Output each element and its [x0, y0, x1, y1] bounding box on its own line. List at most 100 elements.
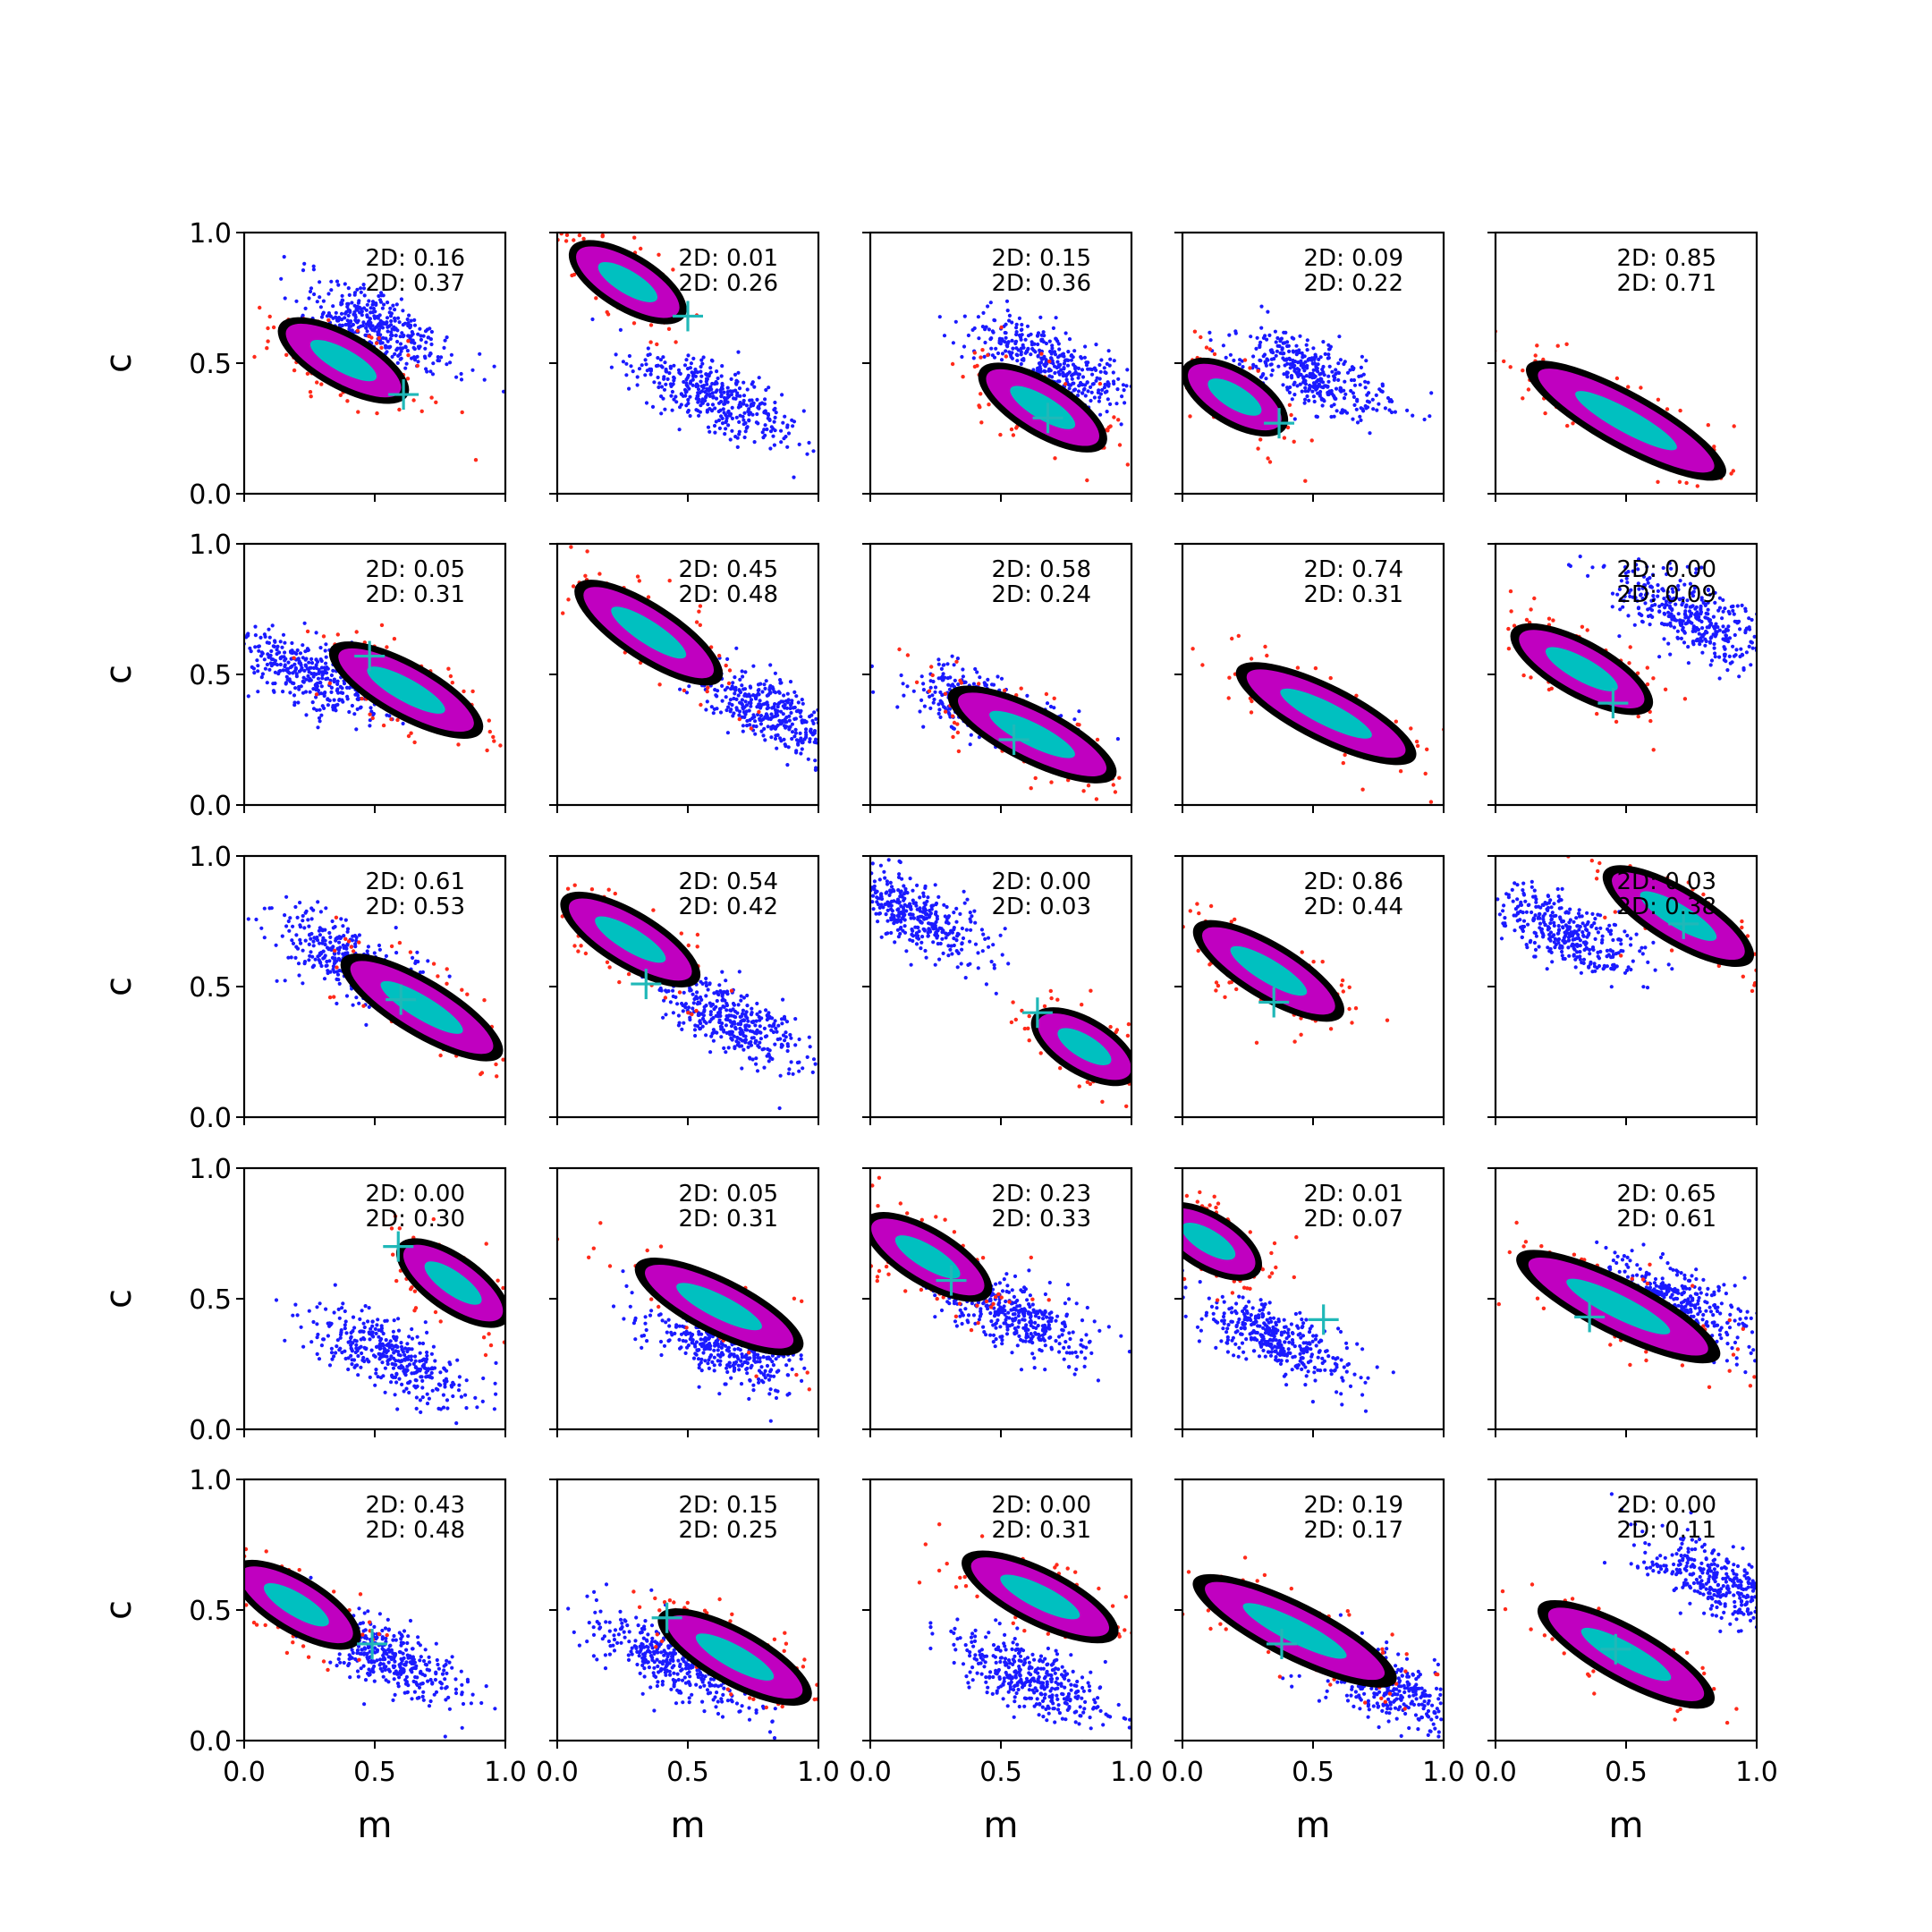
- comparison-points-point: [1276, 364, 1281, 369]
- y-axis-label: c: [98, 353, 140, 373]
- comparison-points-point: [723, 402, 727, 406]
- y-tick-label: 1.0: [189, 842, 232, 873]
- comparison-points-point: [355, 707, 360, 712]
- comparison-points-point: [780, 393, 784, 397]
- comparison-points-point: [1269, 350, 1274, 354]
- comparison-points-point: [1292, 336, 1296, 341]
- comparison-points-point: [968, 742, 972, 747]
- comparison-points-point: [643, 373, 648, 377]
- comparison-points-point: [1281, 356, 1285, 360]
- comparison-points-point: [335, 687, 340, 691]
- comparison-points-point: [699, 364, 703, 369]
- comparison-points-point: [1043, 369, 1047, 374]
- comparison-points-point: [1258, 375, 1264, 379]
- comparison-points-point: [276, 672, 281, 676]
- outer-points-point: [494, 1062, 498, 1067]
- comparison-points-point: [936, 676, 941, 681]
- comparison-points-point: [1049, 356, 1054, 360]
- comparison-points-point: [945, 662, 950, 666]
- comparison-points-point: [764, 387, 768, 393]
- outer-points-point: [406, 353, 411, 358]
- comparison-points-point: [321, 949, 326, 953]
- comparison-points-point: [691, 383, 695, 387]
- comparison-points-point: [1688, 609, 1692, 614]
- comparison-points-point: [657, 385, 661, 390]
- comparison-points-point: [1287, 349, 1292, 353]
- outer-points-point: [470, 689, 475, 694]
- comparison-points: [1208, 304, 1434, 436]
- comparison-points-point: [1323, 352, 1327, 356]
- comparison-points-point: [342, 682, 347, 686]
- comparison-points-point: [1294, 343, 1299, 348]
- comparison-points-point: [322, 693, 326, 699]
- outer-points-point: [1292, 439, 1296, 444]
- outer-points-point: [631, 321, 637, 326]
- comparison-points-point: [670, 389, 675, 394]
- comparison-points-point: [1336, 377, 1341, 382]
- comparison-points-point: [971, 682, 976, 686]
- comparison-points-point: [784, 720, 788, 724]
- comparison-points-point: [365, 949, 369, 953]
- outer-points-point: [1645, 682, 1650, 687]
- comparison-points-point: [699, 403, 703, 408]
- comparison-points-point: [905, 684, 910, 689]
- outer-points-point: [1282, 436, 1287, 440]
- outer-points-point: [381, 723, 386, 728]
- comparison-points-point: [296, 657, 301, 661]
- comparison-points-point: [963, 680, 968, 684]
- comparison-points-point: [794, 694, 799, 699]
- comparison-points-point: [755, 397, 759, 402]
- comparison-points-point: [1627, 590, 1631, 595]
- comparison-points-point: [299, 941, 303, 945]
- comparison-points-point: [325, 671, 329, 675]
- outer-points-point: [727, 668, 733, 673]
- comparison-points-point: [779, 699, 784, 704]
- comparison-points-point: [1092, 395, 1097, 400]
- outer-points-point: [1651, 748, 1656, 752]
- comparison-points-point: [895, 705, 900, 709]
- annotation-1: 2D: 0.00: [1617, 556, 1716, 583]
- comparison-points-point: [740, 683, 744, 688]
- comparison-points-point: [764, 679, 768, 683]
- comparison-points-point: [1115, 737, 1120, 741]
- comparison-points-point: [790, 722, 795, 726]
- comparison-points-point: [687, 684, 691, 689]
- comparison-points-point: [1288, 362, 1292, 367]
- comparison-points-point: [344, 994, 350, 998]
- comparison-points-point: [1359, 365, 1363, 369]
- comparison-points-point: [1637, 587, 1641, 591]
- outer-points-point: [356, 410, 360, 414]
- comparison-points-point: [1663, 612, 1667, 616]
- comparison-points-point: [1105, 361, 1109, 366]
- comparison-points: [244, 621, 453, 733]
- comparison-points-point: [1383, 406, 1387, 411]
- comparison-points-point: [1728, 661, 1733, 665]
- outer-points-point: [315, 380, 319, 385]
- comparison-points-point: [1042, 354, 1046, 359]
- comparison-points-point: [1124, 384, 1129, 388]
- comparison-points-point: [1086, 360, 1090, 365]
- comparison-points-point: [344, 309, 349, 314]
- comparison-points-point: [683, 394, 688, 398]
- comparison-points-point: [705, 373, 709, 377]
- comparison-points-point: [1738, 627, 1742, 631]
- outer-points-point: [473, 458, 479, 462]
- comparison-points-point: [1300, 389, 1304, 394]
- outer-points-point: [438, 1053, 443, 1058]
- outer-points-point: [726, 681, 732, 686]
- outer-points-point: [448, 674, 453, 679]
- comparison-points-point: [734, 646, 739, 650]
- comparison-points-point: [810, 733, 815, 737]
- comparison-points-point: [318, 708, 322, 712]
- comparison-points-point: [382, 302, 386, 307]
- comparison-points-point: [1258, 343, 1262, 348]
- comparison-points-point: [740, 715, 744, 719]
- outer-points-point: [1564, 342, 1569, 346]
- comparison-points-point: [288, 679, 292, 683]
- comparison-points-point: [662, 387, 667, 392]
- comparison-points-point: [1405, 408, 1410, 412]
- comparison-points-point: [1295, 372, 1300, 377]
- core-region: [1280, 688, 1372, 739]
- outer-points-point: [951, 734, 955, 740]
- comparison-points-point: [246, 917, 250, 921]
